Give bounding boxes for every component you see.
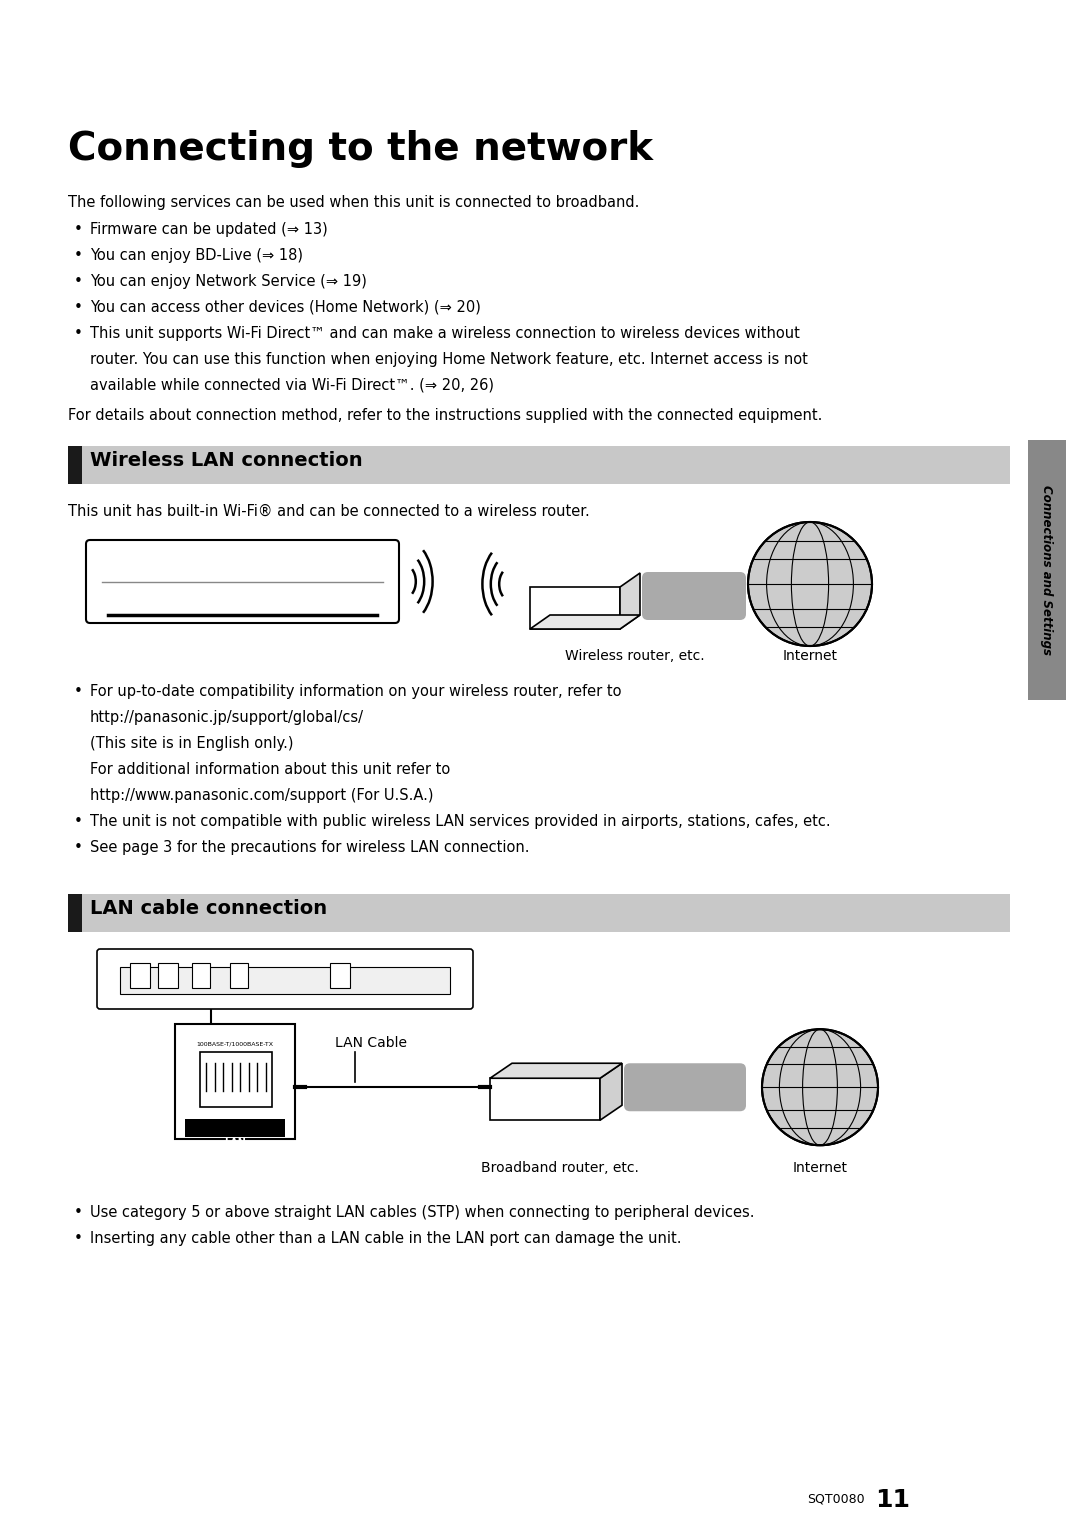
- Text: For up-to-date compatibility information on your wireless router, refer to: For up-to-date compatibility information…: [90, 684, 621, 699]
- Text: The following services can be used when this unit is connected to broadband.: The following services can be used when …: [68, 195, 639, 211]
- Bar: [68, 894, 1010, 932]
- Text: Connections and Settings: Connections and Settings: [1040, 485, 1053, 655]
- Text: 11: 11: [875, 1488, 910, 1512]
- Bar: [120, 966, 450, 993]
- Bar: [192, 963, 210, 987]
- Text: For details about connection method, refer to the instructions supplied with the: For details about connection method, ref…: [68, 407, 822, 423]
- Text: This unit supports Wi-Fi Direct™ and can make a wireless connection to wireless : This unit supports Wi-Fi Direct™ and can…: [90, 327, 800, 340]
- Text: (This site is in English only.): (This site is in English only.): [90, 736, 294, 751]
- Text: You can enjoy Network Service (⇒ 19): You can enjoy Network Service (⇒ 19): [90, 275, 367, 288]
- Polygon shape: [620, 572, 640, 629]
- Bar: [130, 963, 150, 987]
- Text: Internet: Internet: [793, 1161, 848, 1175]
- Text: •: •: [75, 275, 83, 288]
- Text: http://www.panasonic.com/support (For U.S.A.): http://www.panasonic.com/support (For U.…: [90, 787, 433, 803]
- Bar: [490, 1079, 600, 1120]
- FancyBboxPatch shape: [86, 540, 399, 623]
- Bar: [68, 446, 82, 484]
- FancyBboxPatch shape: [175, 1024, 295, 1138]
- Polygon shape: [530, 615, 640, 629]
- Bar: [530, 588, 620, 629]
- Text: •: •: [75, 813, 83, 829]
- Text: This unit has built-in Wi-Fi® and can be connected to a wireless router.: This unit has built-in Wi-Fi® and can be…: [68, 504, 590, 519]
- Text: •: •: [75, 221, 83, 237]
- Text: Wireless router, etc.: Wireless router, etc.: [565, 649, 705, 662]
- Text: Firmware can be updated (⇒ 13): Firmware can be updated (⇒ 13): [90, 221, 327, 237]
- Text: •: •: [75, 1231, 83, 1247]
- Bar: [185, 1119, 285, 1137]
- Text: •: •: [75, 1206, 83, 1219]
- Text: LAN: LAN: [224, 1138, 246, 1148]
- Text: You can access other devices (Home Network) (⇒ 20): You can access other devices (Home Netwo…: [90, 301, 481, 314]
- Polygon shape: [490, 1064, 622, 1079]
- Bar: [200, 1051, 272, 1106]
- Text: You can enjoy BD-Live (⇒ 18): You can enjoy BD-Live (⇒ 18): [90, 249, 303, 262]
- FancyBboxPatch shape: [642, 572, 746, 620]
- Text: •: •: [75, 684, 83, 699]
- Bar: [68, 894, 82, 932]
- Text: http://panasonic.jp/support/global/cs/: http://panasonic.jp/support/global/cs/: [90, 710, 364, 725]
- FancyBboxPatch shape: [624, 1064, 746, 1111]
- Text: The unit is not compatible with public wireless LAN services provided in airport: The unit is not compatible with public w…: [90, 813, 831, 829]
- Bar: [68, 446, 1010, 484]
- Text: 100BASE-T/1000BASE-TX: 100BASE-T/1000BASE-TX: [197, 1042, 273, 1047]
- Text: Use category 5 or above straight LAN cables (STP) when connecting to peripheral : Use category 5 or above straight LAN cab…: [90, 1206, 755, 1219]
- Circle shape: [748, 522, 872, 645]
- Text: Inserting any cable other than a LAN cable in the LAN port can damage the unit.: Inserting any cable other than a LAN cab…: [90, 1231, 681, 1247]
- Text: •: •: [75, 301, 83, 314]
- Text: Connecting to the network: Connecting to the network: [68, 130, 653, 168]
- Polygon shape: [600, 1064, 622, 1120]
- Text: Wireless LAN connection: Wireless LAN connection: [90, 452, 363, 470]
- Bar: [1028, 439, 1066, 700]
- Bar: [330, 963, 350, 987]
- Text: available while connected via Wi-Fi Direct™. (⇒ 20, 26): available while connected via Wi-Fi Dire…: [90, 378, 494, 394]
- Text: Broadband router, etc.: Broadband router, etc.: [481, 1161, 639, 1175]
- Text: router. You can use this function when enjoying Home Network feature, etc. Inter: router. You can use this function when e…: [90, 353, 808, 366]
- Text: LAN cable connection: LAN cable connection: [90, 899, 327, 919]
- Circle shape: [762, 1029, 878, 1144]
- FancyBboxPatch shape: [97, 949, 473, 1009]
- Text: SQT0080: SQT0080: [808, 1492, 865, 1505]
- Text: Internet: Internet: [783, 649, 837, 662]
- Text: •: •: [75, 249, 83, 262]
- Text: LAN Cable: LAN Cable: [335, 1036, 407, 1050]
- Text: For additional information about this unit refer to: For additional information about this un…: [90, 761, 450, 777]
- Bar: [158, 963, 178, 987]
- Text: •: •: [75, 839, 83, 855]
- Text: See page 3 for the precautions for wireless LAN connection.: See page 3 for the precautions for wirel…: [90, 839, 529, 855]
- Bar: [230, 963, 248, 987]
- Text: •: •: [75, 327, 83, 340]
